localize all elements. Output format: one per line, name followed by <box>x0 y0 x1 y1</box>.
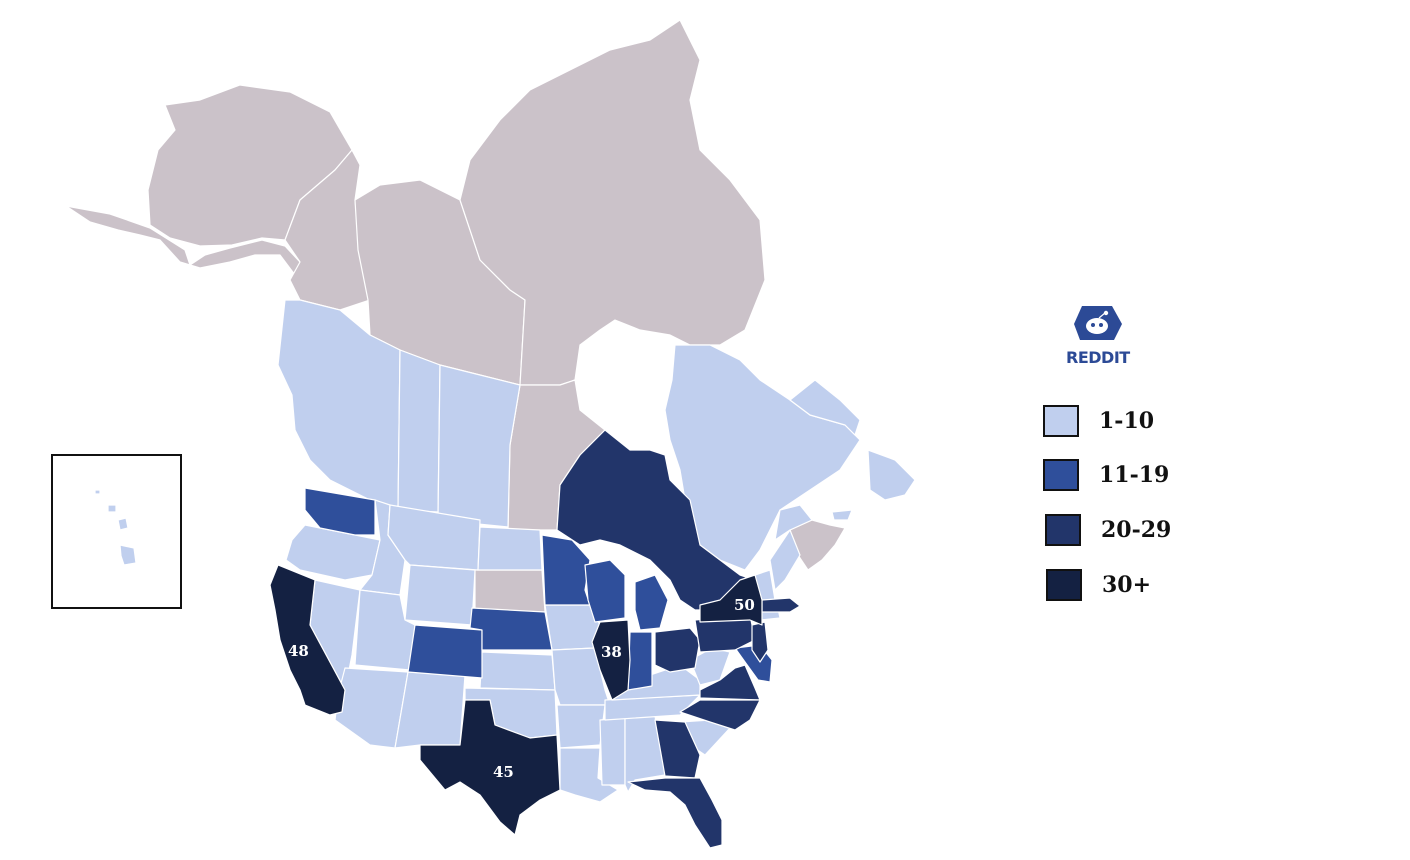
region-virginia <box>699 664 761 701</box>
legend-swatch-2 <box>1043 459 1079 491</box>
legend-label-1: 1-10 <box>1099 408 1155 434</box>
region-quebec <box>664 344 861 571</box>
region-louisiana <box>559 747 619 803</box>
region-utah <box>354 589 416 671</box>
legend-label-2: 11-19 <box>1099 462 1170 488</box>
legend-swatch-1 <box>1043 405 1079 437</box>
region-colorado <box>407 624 483 679</box>
value-label-illinois: 38 <box>601 643 622 661</box>
legend-swatch-3 <box>1045 514 1081 546</box>
region-washington <box>304 487 376 536</box>
region-nova-scotia <box>789 519 846 571</box>
no-data-regions <box>65 19 846 613</box>
region-mississippi <box>599 717 626 786</box>
region-california <box>269 564 346 716</box>
region-illinois <box>591 619 631 701</box>
region-nebraska <box>469 607 553 651</box>
region-new-brunswick <box>774 504 813 541</box>
region-saskatchewan <box>437 364 521 528</box>
region-kansas <box>479 651 556 691</box>
value-label-texas: 45 <box>493 763 514 781</box>
region-new-jersey <box>751 621 769 663</box>
region-north-dakota <box>477 526 543 571</box>
region-oregon <box>285 524 381 581</box>
region-newfoundland-labrador <box>789 379 916 501</box>
legend-item-3: 20-29 <box>1045 514 1171 546</box>
legend-label-3: 20-29 <box>1101 517 1172 543</box>
region-new-york <box>699 574 763 626</box>
legend-swatch-4 <box>1046 569 1082 601</box>
bin-11-19-regions <box>304 487 773 691</box>
region-arkansas <box>556 704 606 749</box>
region-indiana <box>627 631 653 691</box>
region-minnesota <box>541 534 591 606</box>
region-new-mexico <box>394 671 466 749</box>
reddit-alien-icon <box>1074 306 1122 340</box>
hawaii-inset-frame <box>51 454 182 609</box>
region-massachusetts <box>761 597 801 613</box>
region-maine <box>769 529 801 591</box>
region-prince-edward-island <box>831 509 853 521</box>
legend-item-2: 11-19 <box>1043 459 1169 491</box>
value-label-new-york: 50 <box>734 596 755 614</box>
reddit-logo <box>1066 302 1130 374</box>
legend-label-4: 30+ <box>1102 572 1152 598</box>
legend-item-4: 30+ <box>1046 569 1151 601</box>
region-georgia <box>654 719 701 779</box>
bin-1-10-regions <box>94 299 916 803</box>
logo-text: REDDIT <box>1066 348 1130 367</box>
region-florida <box>627 777 723 849</box>
region-ohio <box>654 627 701 673</box>
bin-30-plus-regions <box>269 564 763 836</box>
region-alberta <box>397 349 441 513</box>
legend-item-1: 1-10 <box>1043 405 1154 437</box>
region-wyoming <box>404 564 476 626</box>
region-south-dakota <box>474 569 546 613</box>
region-north-carolina <box>679 699 761 731</box>
region-wisconsin <box>584 559 626 623</box>
region-hawaii <box>94 489 137 566</box>
region-texas <box>419 699 561 836</box>
value-label-california: 48 <box>288 642 309 660</box>
region-michigan <box>634 574 669 631</box>
